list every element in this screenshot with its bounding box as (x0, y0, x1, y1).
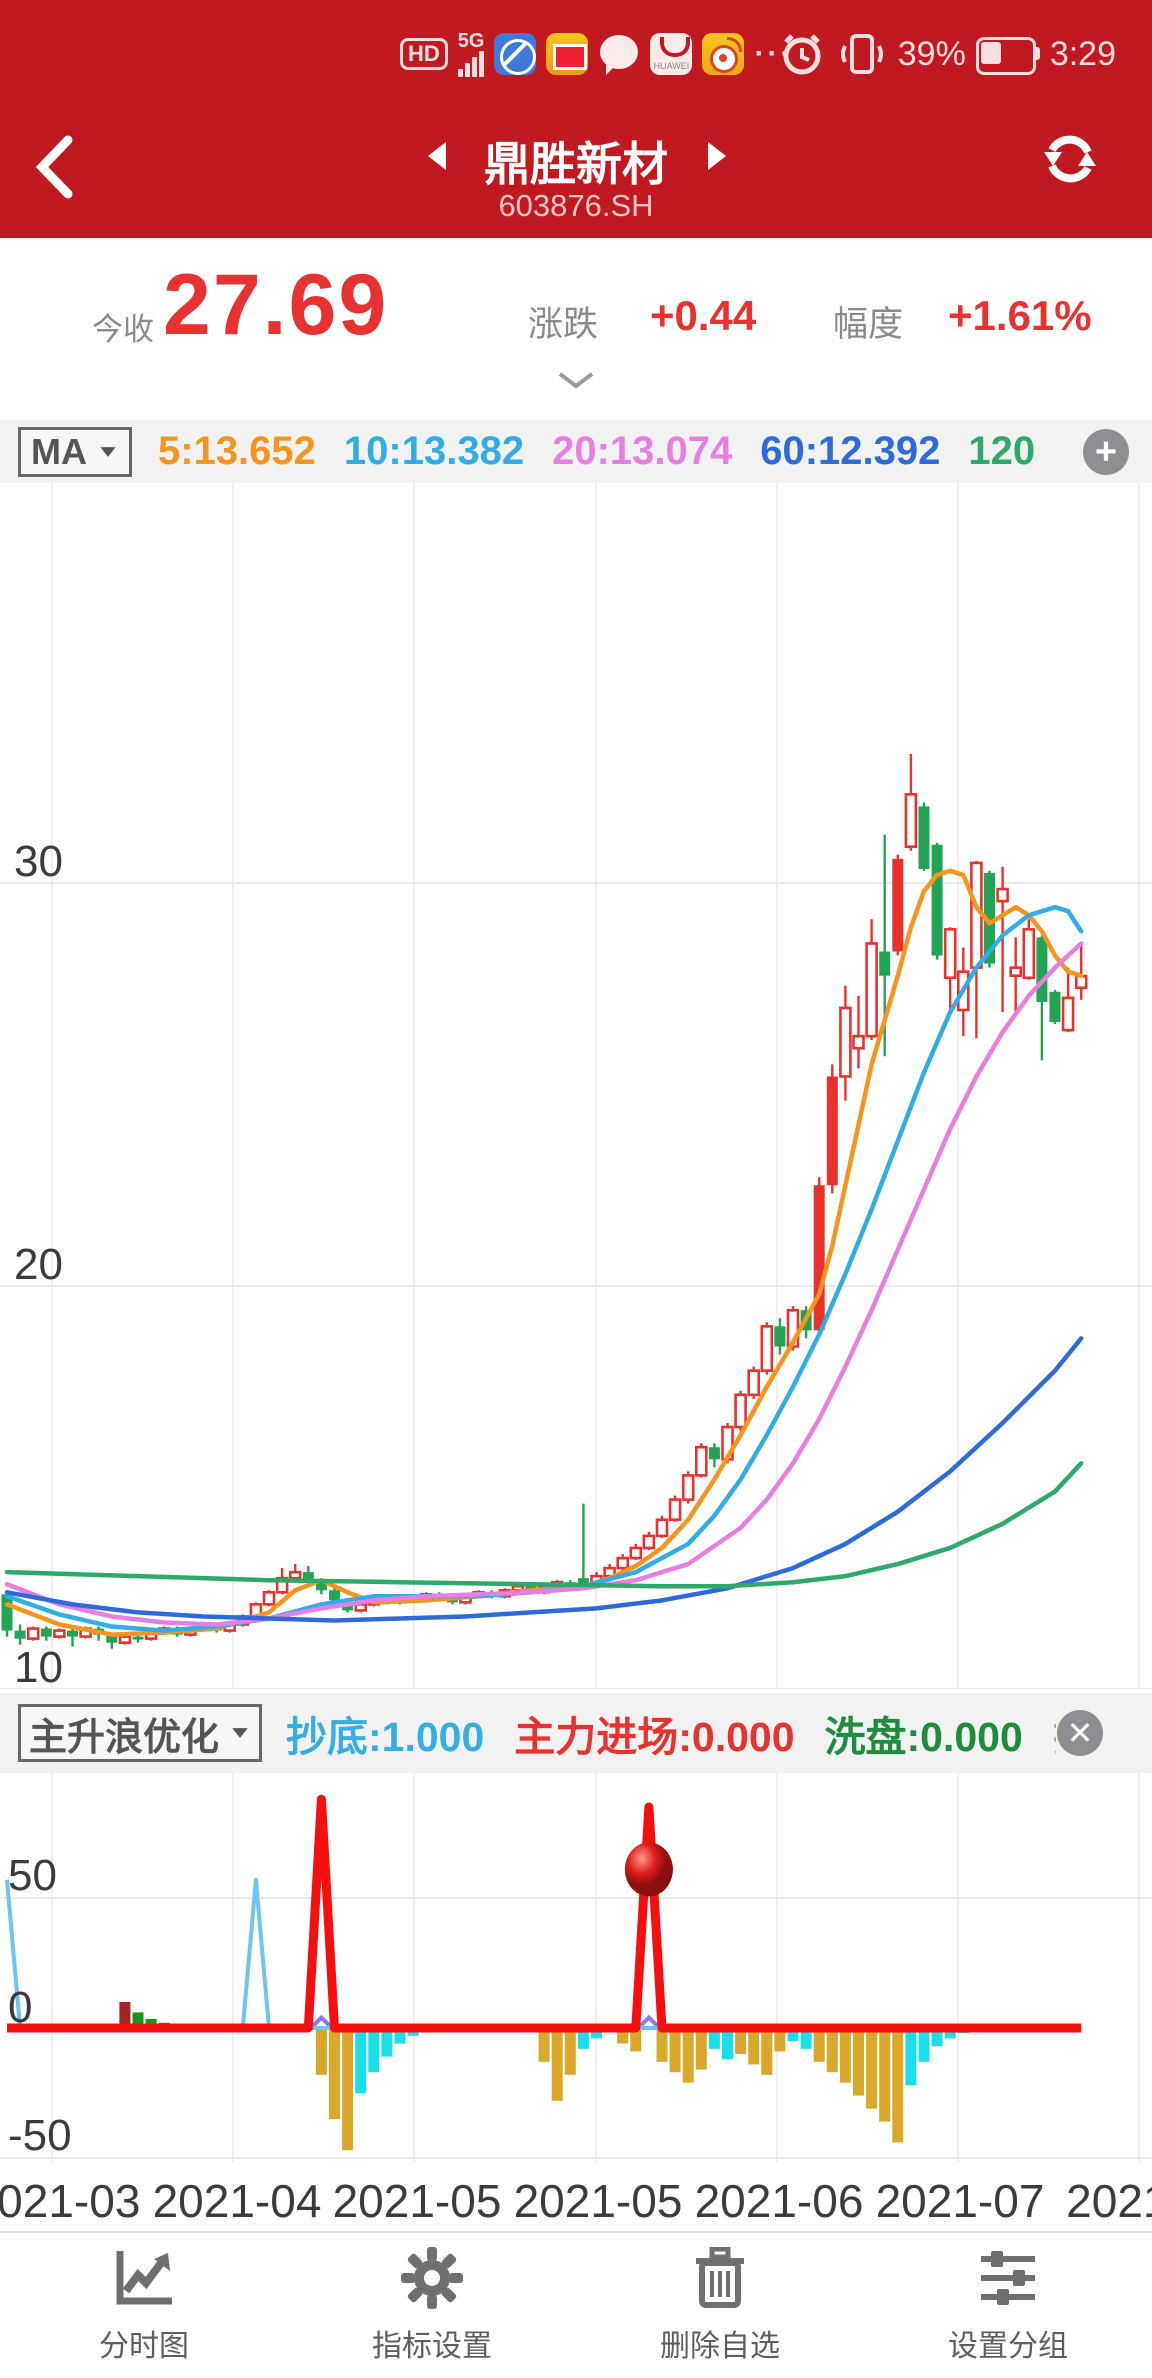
caret-down-icon (100, 446, 116, 457)
sub-indicator-value: 拉高:-9 (1053, 1703, 1056, 1763)
sub-indicator-selector-label: 主升浪优化 (28, 1716, 219, 1759)
change-label: 涨跌 (528, 305, 599, 344)
range-label: 幅度 (833, 305, 904, 344)
nav-bar: 鼎胜新材 603876.SH (0, 100, 1152, 238)
toolbar-label: 删除自选 (660, 2329, 780, 2363)
page-title: 鼎胜新材 (484, 138, 668, 190)
range-percent: +1.61% (948, 292, 1092, 339)
ma-value: 10:13.382 (343, 429, 525, 473)
ma-selector[interactable]: MA (18, 426, 132, 477)
ma-selector-label: MA (31, 430, 87, 472)
x-axis-label: 2021-03 (0, 2175, 141, 2227)
collapse-chevron-icon[interactable] (556, 370, 596, 390)
quote-panel: 今收 27.69 涨跌 +0.44 幅度 +1.61% (0, 238, 1152, 420)
y-axis-label-10: 10 (14, 1643, 63, 1692)
bottom-toolbar: 分时图 指标设置 (0, 2231, 1152, 2378)
change-value: +0.44 (650, 292, 757, 339)
sub-indicator-value: 主力进场:0.000 (514, 1714, 795, 1760)
back-icon[interactable] (30, 132, 80, 202)
line-chart-icon (116, 2250, 172, 2304)
close-label: 今收 (92, 312, 154, 347)
toolbar-item-group-settings[interactable]: 设置分组 (864, 2233, 1152, 2378)
trash-icon (696, 2246, 744, 2308)
stock-code: 603876.SH (498, 188, 654, 223)
y-axis-label-20: 20 (14, 1240, 63, 1289)
prev-stock-icon[interactable] (428, 142, 446, 170)
sub-indicator-values: 抄底:1.000 主力进场:0.000 洗盘:0.000 拉高:-9 (286, 1703, 1056, 1763)
close-indicator-button[interactable]: ✕ (1057, 1710, 1103, 1756)
battery-icon (975, 37, 1040, 75)
ma-value: 60:12.392 (760, 429, 941, 473)
sub-y-label-50: 50 (8, 1851, 57, 1900)
sliders-icon (981, 2250, 1035, 2305)
alarm-icon (783, 34, 821, 75)
sub-indicator-bar: 主升浪优化 抄底:1.000 主力进场:0.000 洗盘:0.000 拉高:-9 ✕ (0, 1693, 1152, 1773)
toolbar-item-timeline[interactable]: 分时图 (0, 2233, 288, 2378)
y-axis-label-30: 30 (14, 837, 63, 886)
next-stock-icon[interactable] (708, 142, 726, 170)
status-bar: HD 5G HUAWEI ··· (0, 0, 1152, 100)
ma-value: 120:12.87 (968, 429, 1038, 473)
candlestick-chart[interactable] (0, 483, 1152, 1689)
toolbar-label: 指标设置 (372, 2329, 492, 2363)
add-indicator-button[interactable]: + (1083, 429, 1129, 475)
caret-down-icon (232, 1728, 248, 1738)
sub-indicator-value: 洗盘:0.000 (824, 1714, 1023, 1760)
toolbar-label: 设置分组 (948, 2329, 1068, 2363)
buy-signal-marker (624, 1842, 673, 1897)
refresh-icon[interactable] (1040, 128, 1100, 188)
ma-indicator-bar: MA 5:13.652 10:13.382 20:13.074 60:12.392 12… (0, 420, 1152, 483)
hd-icon: HD (400, 38, 448, 70)
signal-icon (457, 51, 484, 77)
mail-app-icon (546, 33, 589, 75)
toolbar-item-delete-watchlist[interactable]: 删除自选 (576, 2233, 864, 2378)
gear-icon (401, 2246, 463, 2309)
x-axis-label: 2021-07 (875, 2175, 1045, 2227)
indicator-chart[interactable] (0, 1773, 1152, 2162)
ma-value: 20:13.074 (552, 429, 733, 473)
browser-app-icon (494, 33, 537, 75)
x-axis-label: 2021-05 (513, 2175, 683, 2227)
x-axis-label: 2021- (1066, 2175, 1152, 2227)
vibrate-icon (840, 34, 883, 74)
close-price: 27.69 (163, 257, 389, 353)
x-axis-labels: 2021-032021-042021-052021-052021-062021-… (0, 2162, 1152, 2231)
toolbar-label: 分时图 (99, 2329, 189, 2363)
ma-values: 5:13.652 10:13.382 20:13.074 60:12.392 120:1… (158, 429, 1038, 474)
x-axis-label: 2021-05 (332, 2175, 502, 2227)
huawei-app-icon: HUAWEI (650, 33, 693, 75)
battery-percent-label: 39% (897, 34, 966, 73)
ma-value: 5:13.652 (158, 429, 316, 473)
x-axis-label: 2021-04 (152, 2175, 322, 2227)
clock-label: 3:29 (1049, 34, 1116, 73)
weibo-app-icon (702, 33, 745, 75)
toolbar-item-indicator-settings[interactable]: 指标设置 (288, 2233, 576, 2378)
sub-indicator-value: 抄底:1.000 (286, 1714, 485, 1760)
sub-y-label-neg50: -50 (8, 2111, 72, 2160)
chat-bubble-icon (598, 33, 640, 75)
sub-y-label-0: 0 (8, 1983, 33, 2032)
sub-indicator-selector[interactable]: 主升浪优化 (18, 1704, 262, 1762)
network-type-label: 5G (457, 30, 485, 52)
x-axis-label: 2021-06 (694, 2175, 864, 2227)
